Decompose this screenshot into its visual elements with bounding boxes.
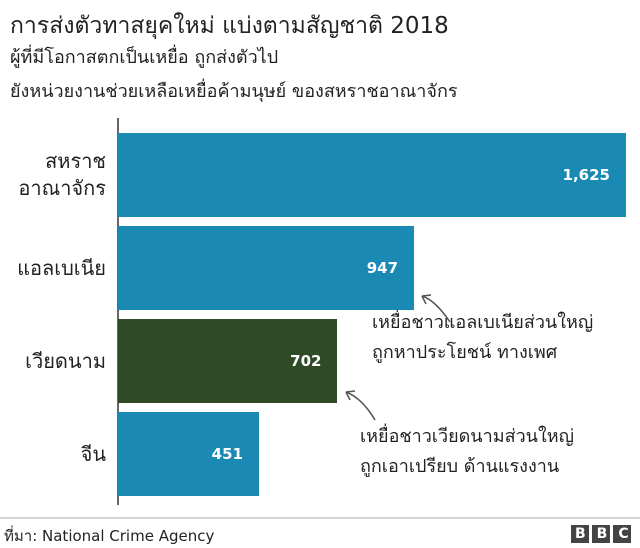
source: ที่มา: National Crime Agency bbox=[4, 527, 215, 545]
logo-box bbox=[613, 525, 631, 543]
category-label: แอลเบเนีย bbox=[17, 255, 106, 280]
category-label: เวียดนาม bbox=[25, 348, 106, 373]
arrow bbox=[421, 294, 451, 323]
category-label: สหราช อาณาจักร bbox=[18, 149, 106, 200]
bar bbox=[118, 412, 259, 496]
subtitle: ผู้ที่มีโอกาสตกเป็นเหยื่อ ถูกส่งตัวไป bbox=[10, 47, 279, 68]
annotation: เหยื่อชาวแอลเบเนียส่วนใหญ่ ถูกหาประโยชน์… bbox=[372, 312, 594, 363]
annotation: เหยื่อชาวเวียดนามส่วนใหญ่ ถูกเอาเปรียบ ด… bbox=[360, 426, 574, 477]
category-label: จีน bbox=[80, 441, 106, 466]
arrow bbox=[345, 390, 376, 421]
value-label: 947 bbox=[366, 259, 399, 277]
bar bbox=[118, 226, 415, 310]
logo-box bbox=[592, 525, 610, 543]
value-label: 1,625 bbox=[562, 166, 610, 184]
subtitle: ยังหน่วยงานช่วยเหลือเหยื่อค้ามนุษย์ ของส… bbox=[10, 81, 458, 102]
value-label: 451 bbox=[211, 445, 243, 463]
logo-box bbox=[571, 525, 589, 543]
bar bbox=[118, 319, 338, 403]
bar bbox=[118, 133, 626, 217]
logo: BBC bbox=[575, 526, 640, 542]
chart-title: การส่งตัวทาสยุคใหม่ แบ่งตามสัญชาติ 2018 bbox=[10, 13, 449, 39]
value-label: 702 bbox=[290, 352, 322, 370]
